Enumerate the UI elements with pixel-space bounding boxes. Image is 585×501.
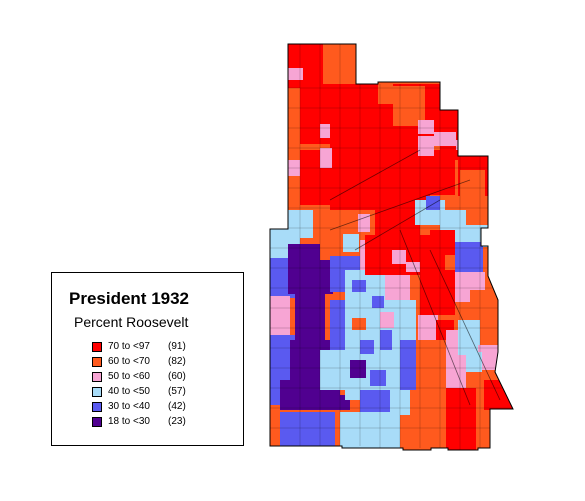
legend-swatch xyxy=(92,401,102,412)
legend-item: 50 to <60 (60) xyxy=(92,369,186,384)
legend-swatch xyxy=(92,356,102,367)
legend-range: 18 to <30 xyxy=(108,416,150,427)
legend-swatch xyxy=(92,371,102,382)
legend-item: 18 to <30 (23) xyxy=(92,414,186,429)
legend-range: 60 to <70 xyxy=(108,356,150,367)
legend-item: 40 to <50 (57) xyxy=(92,384,186,399)
legend-title: President 1932 xyxy=(69,289,190,308)
legend-items: 70 to <97 (91) 60 to <70 (82) 50 to <60 … xyxy=(92,339,186,429)
legend-swatch xyxy=(92,416,102,427)
legend-item: 70 to <97 (91) xyxy=(92,339,186,354)
legend-count: (82) xyxy=(168,356,186,367)
legend-range: 40 to <50 xyxy=(108,386,150,397)
legend-count: (23) xyxy=(168,416,186,427)
legend-swatch xyxy=(92,341,102,352)
legend-count: (57) xyxy=(168,386,186,397)
legend-box: President 1932 Percent Roosevelt 70 to <… xyxy=(51,272,244,446)
legend-range: 70 to <97 xyxy=(108,341,150,352)
legend-count: (42) xyxy=(168,401,186,412)
legend-count: (91) xyxy=(168,341,186,352)
legend-item: 60 to <70 (82) xyxy=(92,354,186,369)
legend-swatch xyxy=(92,386,102,397)
legend-count: (60) xyxy=(168,371,186,382)
legend-range: 50 to <60 xyxy=(108,371,150,382)
legend-range: 30 to <40 xyxy=(108,401,150,412)
legend-subtitle: Percent Roosevelt xyxy=(74,314,189,330)
legend-item: 30 to <40 (42) xyxy=(92,399,186,414)
